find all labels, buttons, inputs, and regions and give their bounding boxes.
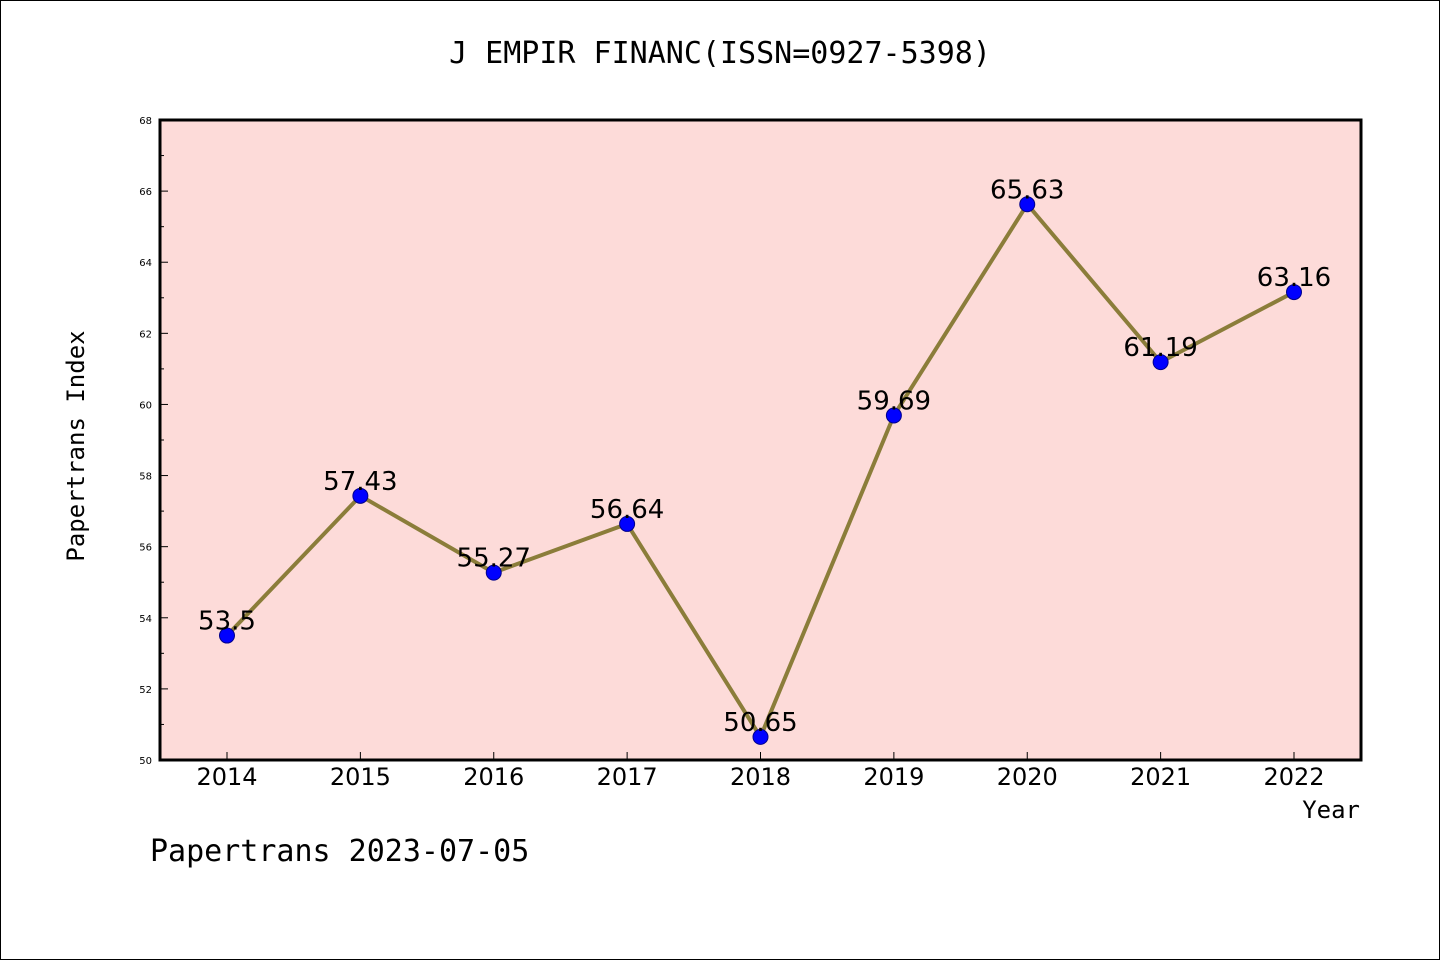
- x-tick-label: 2022: [1263, 763, 1324, 791]
- data-point: [352, 487, 369, 504]
- y-tick-label: 62: [139, 329, 152, 340]
- data-label: 53.5: [198, 607, 256, 637]
- data-point: [1286, 284, 1302, 301]
- data-label: 65.63: [990, 175, 1064, 205]
- data-point: [219, 627, 235, 644]
- x-axis-label: Year: [1302, 796, 1360, 824]
- y-tick-label: 56: [139, 543, 152, 554]
- data-label: 61.19: [1123, 333, 1197, 363]
- x-tick-label: 2020: [997, 763, 1058, 791]
- data-label: 56.64: [590, 495, 664, 525]
- data-point: [752, 728, 769, 745]
- x-tick-label: 2016: [463, 763, 524, 791]
- x-tick-label: 2015: [330, 763, 391, 791]
- chart-title: J EMPIR FINANC(ISSN=0927-5398): [449, 36, 991, 71]
- data-point: [885, 407, 902, 424]
- x-tick-label: 2019: [863, 763, 924, 791]
- y-tick-label: 66: [139, 187, 152, 198]
- x-tick-label: 2017: [597, 763, 658, 791]
- y-tick-label: 64: [139, 258, 152, 269]
- x-tick-label: 2014: [196, 763, 257, 791]
- data-point: [619, 515, 636, 532]
- plot-area: [160, 120, 1361, 760]
- data-point: [1019, 196, 1036, 213]
- x-tick-label: 2021: [1130, 763, 1191, 791]
- y-tick-label: 52: [139, 685, 152, 696]
- data-point: [1152, 354, 1169, 371]
- y-tick-label: 54: [139, 614, 152, 625]
- data-label: 59.69: [857, 386, 931, 416]
- data-label: 63.16: [1257, 263, 1331, 293]
- data-label: 50.65: [723, 708, 797, 738]
- y-tick-label: 60: [139, 400, 152, 411]
- plot-border: [158, 118, 1363, 762]
- y-tick-label: 68: [139, 116, 152, 127]
- footer-credit: Papertrans 2023-07-05: [150, 834, 530, 869]
- data-point: [485, 564, 502, 581]
- data-label: 57.43: [323, 467, 397, 497]
- data-label: 55.27: [457, 544, 531, 574]
- y-tick-label: 58: [139, 472, 152, 483]
- x-tick-label: 2018: [730, 763, 791, 791]
- y-tick-label: 50: [139, 756, 152, 767]
